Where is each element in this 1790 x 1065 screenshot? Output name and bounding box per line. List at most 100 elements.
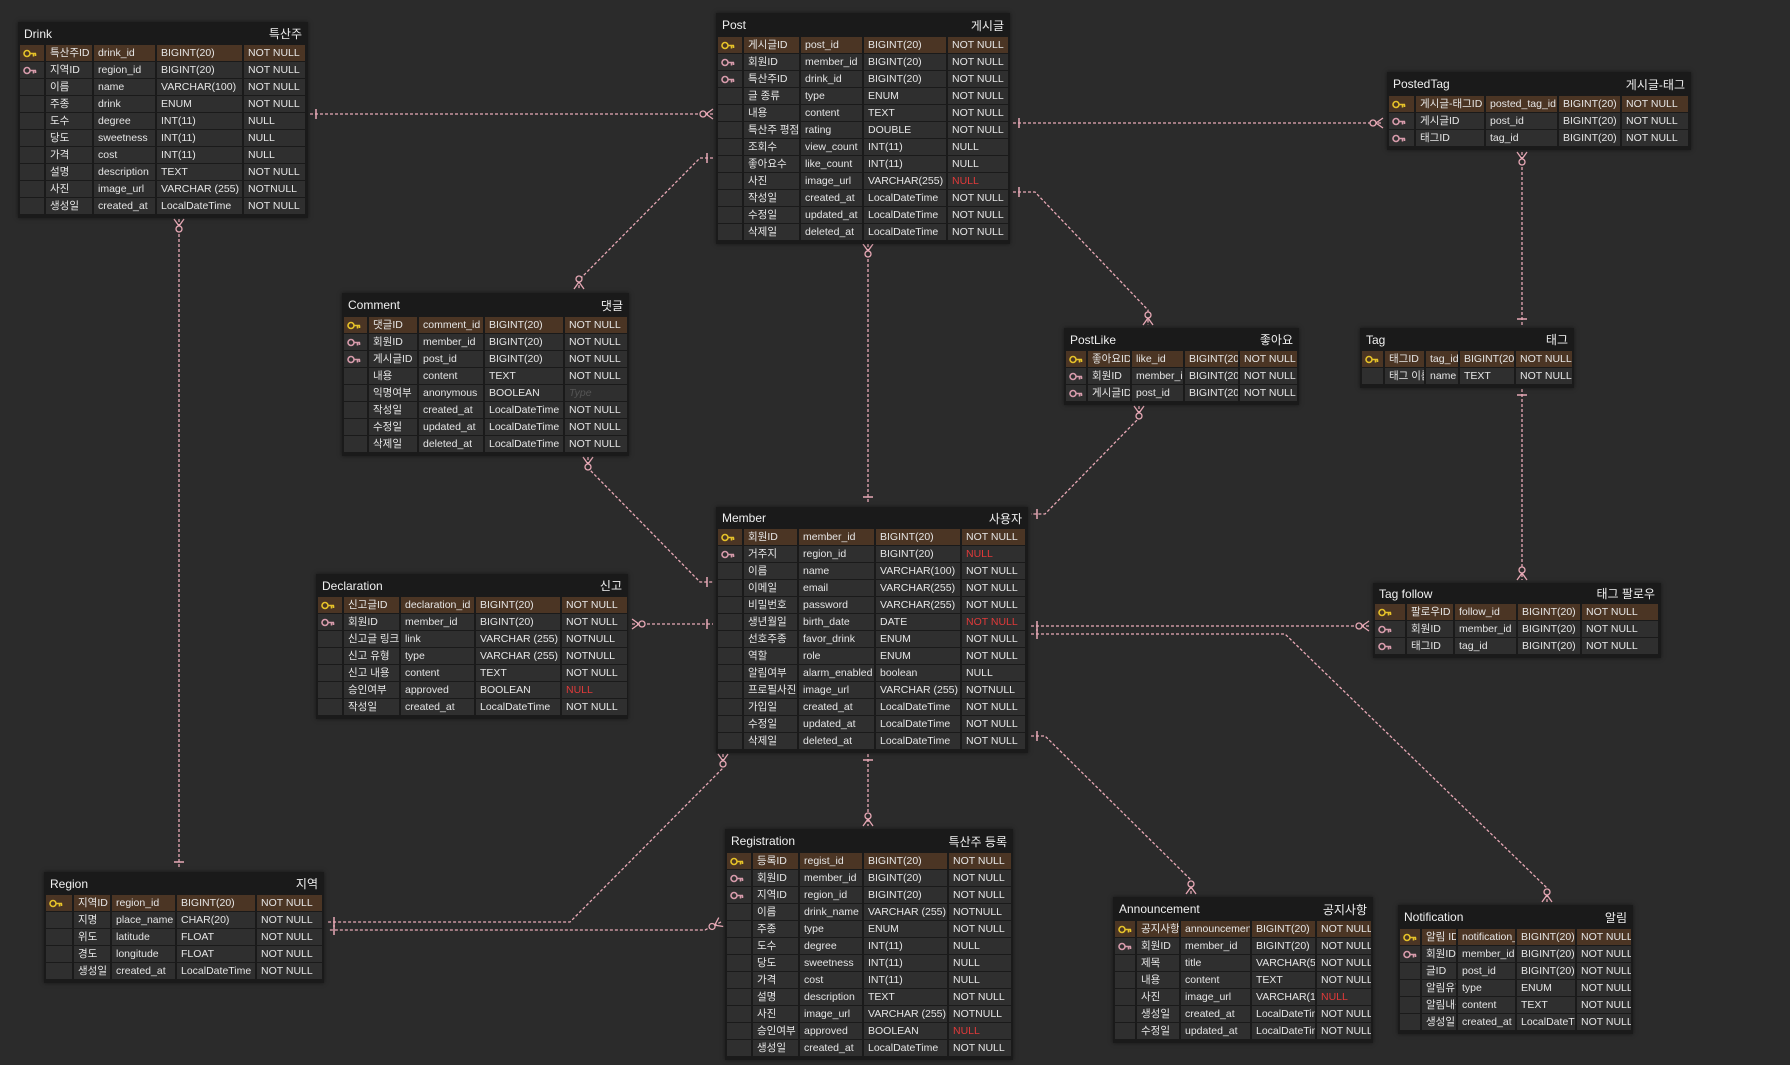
table-row[interactable]: 도수 degree INT(11) NULL bbox=[727, 938, 1011, 955]
table-row[interactable]: 내용 content TEXT NOT NULL bbox=[718, 105, 1008, 122]
table-row[interactable]: 게시글ID post_id BIGINT(20) NOT NULL bbox=[344, 351, 627, 368]
table-row[interactable]: 가격 cost INT(11) NULL bbox=[20, 147, 306, 164]
table-row[interactable]: 삭제일 deleted_at LocalDateTime NOT NULL bbox=[344, 436, 627, 453]
table-row[interactable]: 특산주ID drink_id BIGINT(20) NOT NULL bbox=[20, 45, 306, 62]
table-row[interactable]: 게시글ID post_id BIGINT(20) NOT NULL bbox=[1066, 385, 1297, 402]
table-row[interactable]: 지역ID region_id BIGINT(20) NOT NULL bbox=[46, 895, 322, 912]
table-row[interactable]: 가격 cost INT(11) NULL bbox=[727, 972, 1011, 989]
table-row[interactable]: 작성일 created_at LocalDateTime NOT NULL bbox=[318, 699, 627, 716]
table-row[interactable]: 태그ID tag_id BIGINT(20) NOT NULL bbox=[1375, 638, 1659, 655]
table-row[interactable]: 알림유형typeENUMNOT NULL bbox=[1400, 980, 1631, 997]
table-row[interactable]: 거주지 region_id BIGINT(20) NULL bbox=[718, 546, 1026, 563]
table-row[interactable]: 좋아요수 like_count INT(11) NULL bbox=[718, 156, 1008, 173]
table-row[interactable]: 게시글-태그ID posted_tag_id BIGINT(20) NOT NULL bbox=[1389, 96, 1689, 113]
table-row[interactable]: 게시글ID post_id BIGINT(20) NOT NULL bbox=[1389, 113, 1689, 130]
table-row[interactable]: 이름 name VARCHAR(100) NOT NULL bbox=[20, 79, 306, 96]
table-row[interactable]: 당도 sweetness INT(11) NULL bbox=[20, 130, 306, 147]
table-row[interactable]: 게시글ID post_id BIGINT(20) NOT NULL bbox=[718, 37, 1008, 54]
table-row[interactable]: 이름 drink_name VARCHAR (255) NOTNULL bbox=[727, 904, 1011, 921]
table-row[interactable]: 태그 이름nameTEXTNOT NULL bbox=[1362, 368, 1572, 385]
table-row[interactable]: 내용 content TEXT NOT NULL bbox=[344, 368, 627, 385]
table-declaration[interactable]: Declaration 신고 신고글ID declaration_id BIGINT(2… bbox=[316, 574, 628, 719]
table-row[interactable]: 신고 내용 content TEXT NOT NULL bbox=[318, 665, 627, 682]
table-row[interactable]: 익명여부 anonymous BOOLEAN Type bbox=[344, 385, 627, 402]
table-row[interactable]: 알림여부 alarm_enabled boolean NULL bbox=[718, 665, 1026, 682]
table-row[interactable]: 신고 유형 type VARCHAR (255) NOTNULL bbox=[318, 648, 627, 665]
table-row[interactable]: 사진 image_url VARCHAR (255) NOTNULL bbox=[20, 181, 306, 198]
table-row[interactable]: 좋아요ID like_id BIGINT(20) NOT NULL bbox=[1066, 351, 1297, 368]
table-post[interactable]: Post 게시글 게시글ID post_id BIGINT(20) NOT NULL 회원I… bbox=[716, 13, 1010, 244]
table-member[interactable]: Member 사용자 회원ID member_id BIGINT(20) NOT NULL… bbox=[716, 507, 1028, 753]
table-row[interactable]: 당도 sweetness INT(11) NULL bbox=[727, 955, 1011, 972]
table-row[interactable]: 지역ID region_id BIGINT(20) NOT NULL bbox=[727, 887, 1011, 904]
table-row[interactable]: 승인여부 approved BOOLEAN NULL bbox=[727, 1023, 1011, 1040]
table-row[interactable]: 글ID post_id BIGINT(20) NOT NULL bbox=[1400, 963, 1631, 980]
table-region[interactable]: Region 지역 지역ID region_id BIGINT(20) NOT NULL 지… bbox=[44, 872, 324, 983]
table-row[interactable]: 삭제일 deleted_at LocalDateTime NOT NULL bbox=[718, 224, 1008, 241]
table-row[interactable]: 이메일 email VARCHAR(255) NOT NULL bbox=[718, 580, 1026, 597]
table-row[interactable]: 조회수 view_count INT(11) NULL bbox=[718, 139, 1008, 156]
table-row[interactable]: 팔로우ID follow_id BIGINT(20) NOT NULL bbox=[1375, 604, 1659, 621]
table-row[interactable]: 승인여부 approved BOOLEAN NULL bbox=[318, 682, 627, 699]
table-row[interactable]: 신고글ID declaration_id BIGINT(20) NOT NULL bbox=[318, 597, 627, 614]
table-row[interactable]: 지역ID region_id BIGINT(20) NOT NULL bbox=[20, 62, 306, 79]
table-row[interactable]: 특산주 평점 rating DOUBLE NOT NULL bbox=[718, 122, 1008, 139]
table-row[interactable]: 프로필사진 image_url VARCHAR (255) NOTNULL bbox=[718, 682, 1026, 699]
table-row[interactable]: 설명 description TEXT NOT NULL bbox=[20, 164, 306, 181]
table-tag-follow[interactable]: Tag follow 태그 팔로우 팔로우ID follow_id BIGINT(20)… bbox=[1373, 583, 1661, 658]
table-row[interactable]: 특산주ID drink_id BIGINT(20) NOT NULL bbox=[718, 71, 1008, 88]
table-row[interactable]: 도수 degree INT(11) NULL bbox=[20, 113, 306, 130]
table-row[interactable]: 이름 name VARCHAR(100) NOT NULL bbox=[718, 563, 1026, 580]
table-drink[interactable]: Drink 특산주 특산주ID drink_id BIGINT(20) NOT NULL 지… bbox=[18, 22, 308, 218]
table-row[interactable]: 태그ID tag_id BIGINT(20) NOT NULL bbox=[1362, 351, 1572, 368]
table-row[interactable]: 설명 description TEXT NOT NULL bbox=[727, 989, 1011, 1006]
table-registration[interactable]: Registration 특산주 등록 등록ID regist_id BIGINT(20… bbox=[725, 829, 1013, 1060]
table-row[interactable]: 등록ID regist_id BIGINT(20) NOT NULL bbox=[727, 853, 1011, 870]
table-row[interactable]: 알림내용contentTEXTNOT NULL bbox=[1400, 997, 1631, 1014]
table-row[interactable]: 태그ID tag_id BIGINT(20) NOT NULL bbox=[1389, 130, 1689, 147]
table-row[interactable]: 위도 latitude FLOAT NOT NULL bbox=[46, 929, 322, 946]
table-announcement[interactable]: Announcement 공지사항공지사항IDannouncement_idBIG… bbox=[1113, 897, 1373, 1043]
table-row[interactable]: 역할 role ENUM NOT NULL bbox=[718, 648, 1026, 665]
table-row[interactable]: 삭제일 deleted_at LocalDateTime NOT NULL bbox=[718, 733, 1026, 750]
table-row[interactable]: 경도 longitude FLOAT NOT NULL bbox=[46, 946, 322, 963]
table-row[interactable]: 지명 place_name CHAR(20) NOT NULL bbox=[46, 912, 322, 929]
table-row[interactable]: 선호주종 favor_drink ENUM NOT NULL bbox=[718, 631, 1026, 648]
table-postedtag[interactable]: PostedTag 게시글-태그 게시글-태그ID posted_tag_id BIGI… bbox=[1387, 72, 1691, 150]
table-row[interactable]: 사진 image_url VARCHAR(255) NULL bbox=[718, 173, 1008, 190]
table-postlike[interactable]: PostLike 좋아요 좋아요ID like_id BIGINT(20) NOT NUL… bbox=[1064, 328, 1299, 405]
table-row[interactable]: 글 종류 type ENUM NOT NULL bbox=[718, 88, 1008, 105]
table-row[interactable]: 가입일 created_at LocalDateTime NOT NULL bbox=[718, 699, 1026, 716]
table-row[interactable]: 신고글 링크 link VARCHAR (255) NOTNULL bbox=[318, 631, 627, 648]
table-row[interactable]: 내용 content TEXT NOT NULL bbox=[1115, 972, 1371, 989]
table-row[interactable]: 주종 drink ENUM NOT NULL bbox=[20, 96, 306, 113]
table-row[interactable]: 사진 image_url VARCHAR (255) NOTNULL bbox=[727, 1006, 1011, 1023]
table-row[interactable]: 작성일 created_at LocalDateTime NOT NULL bbox=[344, 402, 627, 419]
table-row[interactable]: 주종 type ENUM NOT NULL bbox=[727, 921, 1011, 938]
table-row[interactable]: 비밀번호 password VARCHAR(255) NOT NULL bbox=[718, 597, 1026, 614]
table-row[interactable]: 작성일 created_at LocalDateTime NOT NULL bbox=[718, 190, 1008, 207]
